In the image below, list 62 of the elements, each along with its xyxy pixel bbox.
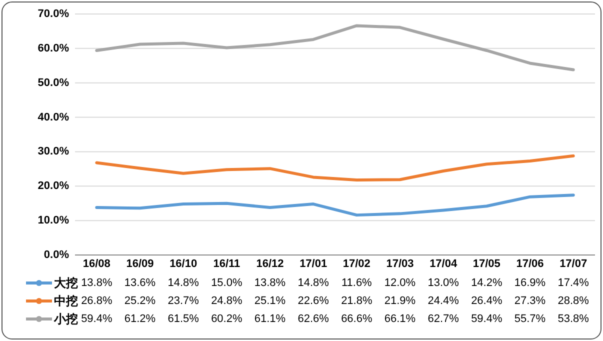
x-tick-label: 17/03 (386, 258, 414, 270)
y-tick-label: 60.0% (38, 42, 70, 54)
data-label: 62.7% (428, 313, 460, 325)
data-label: 22.6% (298, 295, 330, 307)
data-label: 11.6% (341, 277, 372, 289)
y-tick-label: 50.0% (38, 76, 70, 89)
y-tick-label: 10.0% (38, 214, 70, 227)
y-tick-label: 20.0% (38, 180, 70, 192)
data-label: 55.7% (514, 313, 546, 325)
line-series (95, 194, 575, 217)
data-label: 25.2% (124, 295, 156, 307)
line-series (95, 154, 575, 182)
line-series (95, 24, 575, 72)
data-label: 15.0% (211, 277, 242, 289)
data-label: 23.7% (168, 295, 200, 307)
x-tick-label: 16/10 (170, 258, 198, 270)
x-tick-label: 16/12 (256, 258, 284, 270)
data-label: 21.9% (384, 295, 416, 307)
data-label: 14.8% (168, 277, 200, 289)
data-label: 14.8% (298, 277, 330, 289)
data-label: 16.9% (514, 277, 546, 289)
data-label: 60.2% (211, 313, 242, 325)
data-label: 25.1% (254, 295, 286, 307)
data-label: 26.8% (81, 295, 112, 307)
data-label: 61.1% (254, 313, 286, 325)
y-tick-label: 30.0% (38, 146, 70, 158)
data-label: 13.0% (428, 277, 460, 289)
data-label: 61.5% (168, 313, 200, 325)
data-label: 21.8% (341, 295, 372, 307)
data-label: 53.8% (558, 313, 590, 325)
x-tick-label: 17/07 (560, 258, 588, 270)
data-label: 13.6% (124, 277, 156, 289)
data-label: 24.4% (428, 295, 460, 307)
legend-label: 小挖 (53, 312, 78, 326)
x-tick-label: 16/11 (213, 258, 240, 270)
data-label: 28.8% (558, 295, 590, 307)
x-tick-label: 17/02 (342, 258, 370, 270)
x-tick-label: 17/05 (472, 258, 500, 270)
data-label: 66.1% (384, 313, 416, 325)
data-label: 13.8% (81, 277, 112, 289)
data-label: 26.4% (471, 295, 502, 307)
data-label: 17.4% (558, 277, 590, 289)
data-label: 62.6% (298, 313, 330, 325)
data-label: 59.4% (81, 313, 112, 325)
y-tick-label: 0.0% (44, 249, 70, 261)
data-label: 24.8% (211, 295, 242, 307)
x-tick-label: 17/04 (430, 258, 458, 270)
data-label: 59.4% (471, 313, 502, 325)
data-label: 13.8% (254, 277, 286, 289)
x-tick-label: 17/06 (516, 258, 544, 270)
y-tick-label: 70.0% (38, 8, 70, 20)
x-tick-label: 17/01 (300, 258, 328, 270)
data-label: 66.6% (341, 313, 372, 325)
x-tick-label: 16/08 (82, 258, 110, 270)
data-label: 14.2% (471, 277, 502, 289)
data-label: 61.2% (124, 313, 156, 325)
x-tick-label: 16/09 (126, 258, 154, 270)
y-tick-label: 40.0% (38, 111, 70, 124)
data-label: 27.3% (514, 295, 546, 307)
data-label: 12.0% (384, 277, 416, 289)
legend-label: 大挖 (54, 276, 78, 290)
legend-label: 中挖 (54, 294, 78, 308)
